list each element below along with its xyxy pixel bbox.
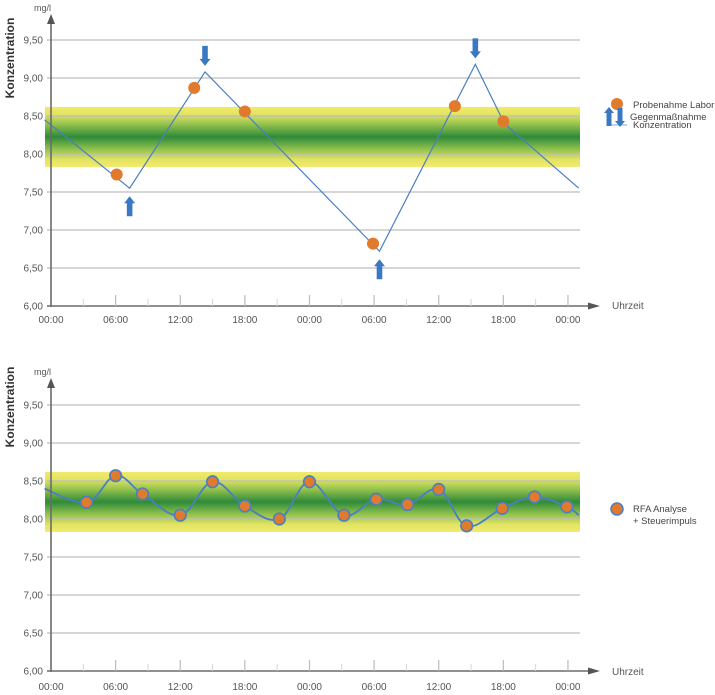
legend-label: + Steuerimpuls — [633, 516, 697, 527]
legend-orange-dot-icon — [610, 502, 624, 516]
rfa-point — [560, 500, 574, 514]
countermeasure-up-arrow-icon — [124, 196, 136, 217]
rfa-point — [109, 469, 123, 483]
ticks: 00:00 06:00 12:00 18:00 00:00 06:00 12:00 18:00… — [38, 660, 581, 693]
y-tick-label: 8,00 — [24, 515, 44, 526]
legend-label: Probenahme Labor — [633, 100, 714, 111]
legend-item-rfa: RFA Analyse + Steuerimpuls — [610, 502, 697, 527]
rfa-point — [337, 508, 351, 522]
y-tick-label: 8,00 — [24, 150, 44, 161]
rfa-point — [432, 482, 446, 496]
legend-orange-dot-icon — [611, 98, 623, 110]
y-tick-label: 6,50 — [24, 629, 44, 640]
y-tick-label: 9,50 — [24, 36, 44, 47]
y-tick-label: 6,00 — [24, 302, 44, 313]
legend-item-countermeasure: Gegenmaßnahme — [604, 107, 707, 127]
chart-laboratory-sampling: 6,00 6,50 7,00 7,50 8,00 8,50 9,00 9,50 00:00 06… — [3, 3, 714, 326]
y-tick-label: 7,50 — [24, 188, 44, 199]
rfa-point — [272, 512, 286, 526]
x-axis-arrow-icon — [588, 302, 600, 310]
y-tick-label: 7,00 — [24, 226, 44, 237]
y-tick-label: 9,00 — [24, 439, 44, 450]
rfa-point — [527, 490, 542, 504]
rfa-point — [369, 492, 383, 506]
rfa-point — [79, 495, 94, 509]
y-tick-label: 6,50 — [24, 264, 44, 275]
rfa-point — [205, 475, 220, 489]
gridlines: 6,00 6,50 7,00 7,50 8,00 8,50 9,00 9,50 — [24, 401, 580, 678]
gridlines: 6,00 6,50 7,00 7,50 8,00 8,50 9,00 9,50 — [24, 36, 580, 313]
legend-label: Gegenmaßnahme — [630, 112, 707, 123]
rfa-point — [173, 508, 187, 522]
rfa-point — [302, 475, 317, 489]
series — [44, 38, 580, 280]
y-tick-label: 6,00 — [24, 667, 44, 678]
y-axis-arrow-icon — [47, 14, 55, 24]
axes — [47, 378, 600, 675]
x-tick-label: 00:00 — [297, 315, 322, 326]
y-tick-label: 9,50 — [24, 401, 44, 412]
x-tick-label: 18:00 — [232, 315, 257, 326]
x-tick-label: 18:00 — [232, 682, 257, 693]
y-tick-label: 7,50 — [24, 553, 44, 564]
rfa-point — [238, 499, 252, 513]
x-tick-label: 18:00 — [491, 682, 516, 693]
x-axis-arrow-icon — [588, 667, 600, 675]
legend-label: RFA Analyse — [633, 504, 687, 515]
y-tick-label: 8,50 — [24, 112, 44, 123]
x-tick-label: 12:00 — [426, 315, 451, 326]
countermeasure-up-arrow-icon — [373, 259, 385, 280]
legend: RFA Analyse + Steuerimpuls — [610, 502, 697, 527]
x-tick-label: 12:00 — [426, 682, 451, 693]
sample-point — [367, 237, 380, 250]
x-tick-label: 12:00 — [168, 315, 193, 326]
rfa-point — [400, 497, 415, 512]
y-axis-arrow-icon — [47, 378, 55, 388]
x-tick-label: 18:00 — [491, 315, 516, 326]
rfa-point — [460, 519, 474, 533]
axes — [47, 14, 600, 310]
rfa-point — [135, 487, 150, 501]
x-axis-title: Uhrzeit — [612, 667, 644, 678]
x-tick-label: 00:00 — [38, 315, 63, 326]
rfa-point — [495, 501, 509, 515]
series — [44, 469, 580, 533]
y-tick-label: 8,50 — [24, 477, 44, 488]
countermeasure-down-arrow-icon — [199, 45, 211, 66]
sample-point — [448, 100, 461, 113]
x-tick-label: 06:00 — [103, 682, 128, 693]
countermeasure-down-arrow-icon — [469, 38, 481, 59]
x-tick-label: 00:00 — [555, 682, 580, 693]
legend-up-down-arrows-icon — [604, 107, 625, 127]
sample-point — [497, 115, 510, 128]
legend-label: Konzentration — [633, 120, 692, 131]
y-axis-title: Konzentration — [3, 18, 17, 99]
legend: Probenahme Labor Konzentration Gegenmaßn… — [604, 98, 714, 131]
legend-item-sampling: Probenahme Labor — [611, 98, 714, 111]
x-axis-title: Uhrzeit — [612, 301, 644, 312]
y-axis-unit: mg/l — [34, 3, 51, 13]
target-band — [45, 106, 580, 167]
y-tick-label: 7,00 — [24, 591, 44, 602]
y-axis-title: Konzentration — [3, 367, 17, 448]
x-tick-label: 06:00 — [103, 315, 128, 326]
x-tick-label: 00:00 — [555, 315, 580, 326]
sample-point — [238, 105, 251, 118]
x-tick-label: 12:00 — [168, 682, 193, 693]
y-tick-label: 9,00 — [24, 74, 44, 85]
target-band-rect — [45, 106, 580, 167]
y-axis-unit: mg/l — [34, 367, 51, 377]
x-tick-label: 00:00 — [38, 682, 63, 693]
x-tick-label: 00:00 — [297, 682, 322, 693]
x-tick-label: 06:00 — [362, 682, 387, 693]
ticks: 00:00 06:00 12:00 18:00 00:00 06:00 12:00 18:00… — [38, 295, 581, 326]
sample-point — [188, 81, 201, 94]
sample-point — [110, 168, 123, 181]
x-tick-label: 06:00 — [362, 315, 387, 326]
chart-rfa-analysis: 6,00 6,50 7,00 7,50 8,00 8,50 9,00 9,50 00:00 06… — [3, 367, 697, 693]
